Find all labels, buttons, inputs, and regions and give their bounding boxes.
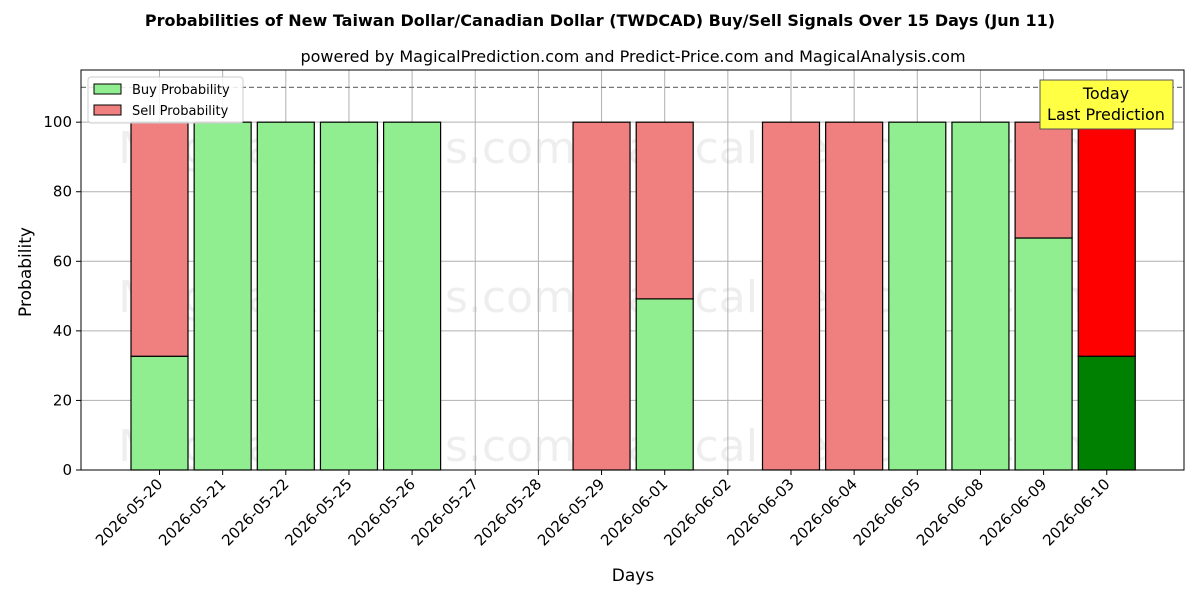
plot-frame	[80, 69, 1185, 471]
x-tick-label: 2026-06-05	[850, 475, 924, 549]
legend-label: Buy Probability	[132, 83, 230, 98]
buy-bar	[1014, 237, 1073, 471]
buy-bar	[1077, 355, 1136, 471]
x-tick-label: 2026-05-22	[218, 475, 292, 549]
y-axis-label: Probability	[16, 227, 36, 317]
x-axis-label: Days	[612, 566, 655, 586]
chart-subtitle: powered by MagicalPrediction.com and Pre…	[300, 47, 965, 66]
x-tick-label: 2026-05-25	[281, 475, 355, 549]
x-tick-label: 2026-05-29	[534, 475, 608, 549]
y-tick-label: 80	[53, 183, 72, 201]
sell-bar	[1014, 121, 1073, 239]
sell-bar	[130, 121, 189, 357]
sell-bar	[1077, 121, 1136, 357]
x-tick-label: 2026-06-09	[976, 475, 1050, 549]
bars-layer	[130, 121, 1136, 471]
y-tick-label: 20	[53, 391, 72, 409]
y-tick-label: 40	[53, 322, 72, 340]
sell-bar	[572, 121, 631, 471]
x-tick-label: 2026-06-10	[1039, 475, 1113, 549]
chart-title: Probabilities of New Taiwan Dollar/Canad…	[145, 11, 1055, 30]
sell-bar	[825, 121, 884, 471]
legend-box	[87, 76, 244, 124]
x-tick-label: 2026-05-21	[155, 475, 229, 549]
sell-bar	[635, 121, 694, 300]
legend: Buy Probability Sell Probability	[87, 76, 244, 124]
y-tick-label: 0	[62, 461, 72, 479]
x-tick-label: 2026-05-26	[345, 475, 419, 549]
y-tick-label: 100	[43, 113, 72, 131]
x-tick-label: 2026-06-08	[913, 475, 987, 549]
x-tick-label: 2026-06-03	[723, 475, 797, 549]
buy-bar	[130, 355, 189, 471]
y-tick-label: 60	[53, 252, 72, 270]
buy-bar	[256, 121, 315, 471]
sell-bar	[761, 121, 821, 471]
legend-label: Sell Probability	[132, 104, 229, 119]
buy-bar	[193, 121, 252, 471]
today-annotation: Today Last Prediction	[1039, 79, 1174, 130]
buy-bar	[951, 121, 1010, 471]
today-label-line2: Last Prediction	[1047, 105, 1165, 124]
x-tick-label: 2026-05-27	[408, 475, 482, 549]
buy-bar	[888, 121, 947, 471]
buy-bar	[319, 121, 379, 471]
x-tick-label: 2026-05-28	[471, 475, 545, 549]
buy-bar	[383, 121, 442, 471]
x-tick-label: 2026-05-20	[92, 475, 166, 549]
x-tick-label: 2026-06-02	[660, 475, 734, 549]
buy-bar	[635, 298, 694, 471]
legend-swatch	[93, 83, 122, 95]
x-tick-label: 2026-06-01	[597, 475, 671, 549]
legend-swatch	[93, 104, 122, 116]
today-label-box	[1039, 79, 1174, 130]
today-label-line1: Today	[1082, 84, 1129, 103]
x-tick-label: 2026-06-04	[787, 475, 861, 549]
